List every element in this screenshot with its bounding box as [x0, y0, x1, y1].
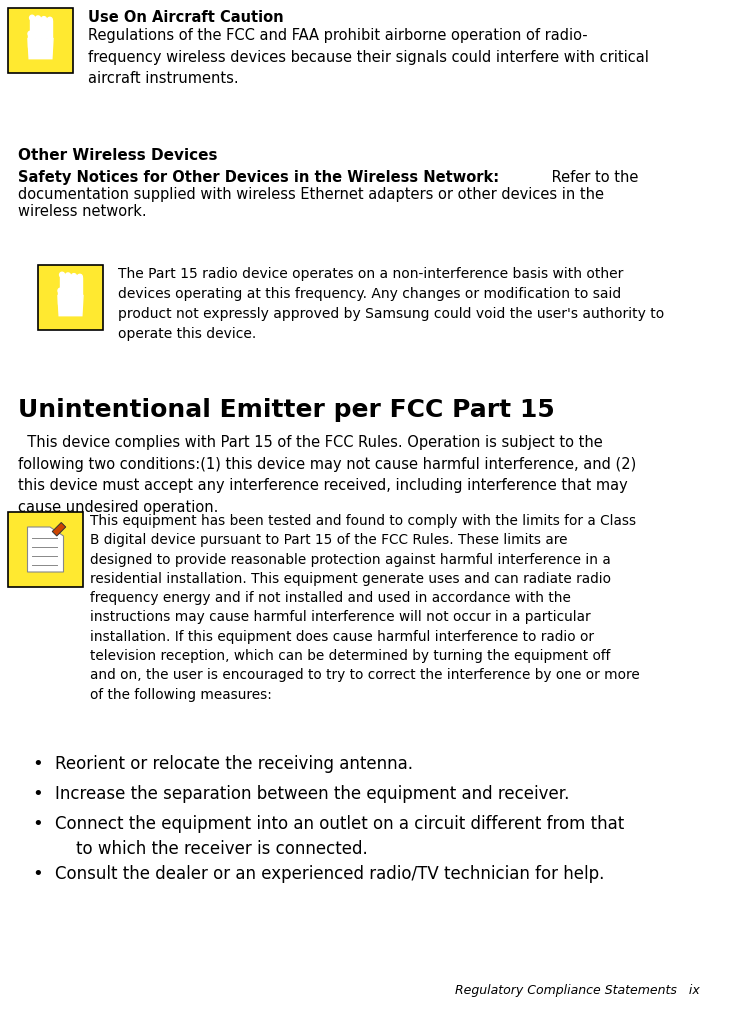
Circle shape: [36, 16, 40, 21]
Polygon shape: [60, 275, 64, 295]
Text: Safety Notices for Other Devices in the Wireless Network:: Safety Notices for Other Devices in the …: [18, 170, 499, 185]
Polygon shape: [42, 19, 47, 39]
Polygon shape: [28, 527, 64, 572]
Text: •: •: [33, 815, 43, 833]
Text: Reorient or relocate the receiving antenna.: Reorient or relocate the receiving anten…: [55, 755, 413, 773]
Text: documentation supplied with wireless Ethernet adapters or other devices in the: documentation supplied with wireless Eth…: [18, 187, 604, 202]
Text: Connect the equipment into an outlet on a circuit different from that
    to whi: Connect the equipment into an outlet on …: [55, 815, 624, 858]
Polygon shape: [47, 20, 53, 39]
Circle shape: [66, 273, 71, 278]
Text: Refer to the: Refer to the: [547, 170, 638, 185]
Text: Regulatory Compliance Statements   ix: Regulatory Compliance Statements ix: [456, 984, 700, 997]
Text: Use On Aircraft Caution: Use On Aircraft Caution: [88, 10, 284, 25]
Circle shape: [30, 15, 34, 20]
Polygon shape: [77, 277, 82, 295]
Text: The Part 15 radio device operates on a non-interference basis with other
devices: The Part 15 radio device operates on a n…: [118, 267, 664, 341]
Text: This device complies with Part 15 of the FCC Rules. Operation is subject to the
: This device complies with Part 15 of the…: [18, 435, 637, 515]
Text: Regulations of the FCC and FAA prohibit airborne operation of radio-
frequency w: Regulations of the FCC and FAA prohibit …: [88, 28, 649, 86]
Polygon shape: [58, 295, 83, 316]
Polygon shape: [58, 290, 63, 304]
Text: •: •: [33, 865, 43, 883]
Polygon shape: [28, 33, 33, 48]
Text: This equipment has been tested and found to comply with the limits for a Class
B: This equipment has been tested and found…: [90, 514, 639, 701]
Circle shape: [60, 272, 64, 277]
FancyBboxPatch shape: [8, 8, 73, 73]
Text: Increase the separation between the equipment and receiver.: Increase the separation between the equi…: [55, 785, 569, 803]
Circle shape: [72, 274, 77, 279]
Circle shape: [42, 16, 47, 21]
Circle shape: [77, 274, 82, 279]
Circle shape: [47, 17, 53, 22]
Polygon shape: [28, 39, 53, 59]
Text: wireless network.: wireless network.: [18, 204, 147, 219]
FancyBboxPatch shape: [8, 512, 83, 587]
Polygon shape: [53, 523, 66, 536]
Polygon shape: [66, 275, 71, 295]
Text: Unintentional Emitter per FCC Part 15: Unintentional Emitter per FCC Part 15: [18, 398, 555, 422]
Polygon shape: [30, 17, 34, 39]
Circle shape: [28, 31, 33, 37]
Circle shape: [58, 288, 63, 293]
FancyBboxPatch shape: [38, 265, 103, 330]
Text: •: •: [33, 785, 43, 803]
Text: Other Wireless Devices: Other Wireless Devices: [18, 148, 218, 163]
Text: Consult the dealer or an experienced radio/TV technician for help.: Consult the dealer or an experienced rad…: [55, 865, 604, 883]
Polygon shape: [72, 276, 77, 295]
Polygon shape: [36, 18, 40, 39]
Text: •: •: [33, 755, 43, 773]
